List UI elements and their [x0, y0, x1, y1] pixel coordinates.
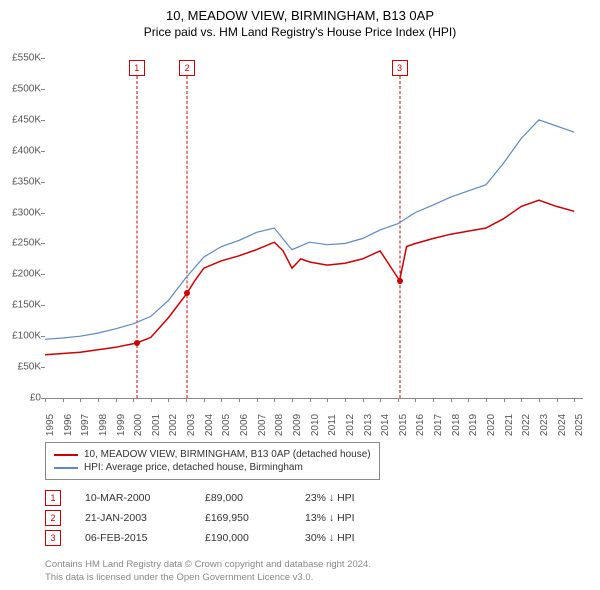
- transaction-price: £89,000: [205, 492, 305, 504]
- footer-line: This data is licensed under the Open Gov…: [45, 572, 371, 584]
- legend-item: HPI: Average price, detached house, Birm…: [54, 461, 371, 474]
- x-axis-label: 2001: [151, 414, 162, 436]
- transaction-hpi-delta: 13% ↓ HPI: [305, 512, 355, 524]
- x-axis-label: 2005: [221, 414, 232, 436]
- chart-lines-svg: [45, 58, 583, 398]
- x-axis-label: 2017: [433, 414, 444, 436]
- series-line-property: [45, 200, 574, 355]
- x-axis-label: 2003: [186, 414, 197, 436]
- marker-dot: [184, 290, 190, 296]
- x-axis-label: 2010: [310, 414, 321, 436]
- x-axis-label: 2014: [380, 414, 391, 436]
- y-axis-label: £300K: [1, 207, 41, 218]
- y-axis-label: £350K: [1, 176, 41, 187]
- transaction-date: 06-FEB-2015: [85, 532, 205, 544]
- legend-swatch: [54, 467, 78, 469]
- legend-swatch: [54, 454, 78, 456]
- x-axis-label: 1999: [116, 414, 127, 436]
- legend-label: HPI: Average price, detached house, Birm…: [84, 462, 303, 473]
- x-axis-label: 2019: [468, 414, 479, 436]
- x-axis-label: 1996: [63, 414, 74, 436]
- x-axis-label: 2018: [451, 414, 462, 436]
- series-line-hpi: [45, 120, 574, 339]
- y-axis-label: £400K: [1, 145, 41, 156]
- footer-attribution: Contains HM Land Registry data © Crown c…: [45, 559, 371, 584]
- transaction-date: 10-MAR-2000: [85, 492, 205, 504]
- transaction-date: 21-JAN-2003: [85, 512, 205, 524]
- y-axis-label: £550K: [1, 53, 41, 64]
- y-axis-label: £50K: [1, 362, 41, 373]
- x-axis-label: 2021: [504, 414, 515, 436]
- y-axis-label: £100K: [1, 331, 41, 342]
- chart-title: 10, MEADOW VIEW, BIRMINGHAM, B13 0AP: [0, 0, 600, 23]
- transaction-price: £190,000: [205, 532, 305, 544]
- x-axis-label: 2013: [363, 414, 374, 436]
- x-axis-label: 2023: [539, 414, 550, 436]
- x-axis-label: 2006: [239, 414, 250, 436]
- legend-label: 10, MEADOW VIEW, BIRMINGHAM, B13 0AP (de…: [84, 449, 371, 460]
- x-axis-label: 2008: [274, 414, 285, 436]
- marker-badge: 3: [392, 60, 408, 76]
- transaction-hpi-delta: 23% ↓ HPI: [305, 492, 355, 504]
- transaction-price: £169,950: [205, 512, 305, 524]
- y-axis-label: £500K: [1, 83, 41, 94]
- marker-badge: 3: [45, 530, 61, 546]
- x-axis-label: 2015: [398, 414, 409, 436]
- chart-container: 10, MEADOW VIEW, BIRMINGHAM, B13 0AP Pri…: [0, 0, 600, 590]
- y-axis-label: £150K: [1, 300, 41, 311]
- legend-item: 10, MEADOW VIEW, BIRMINGHAM, B13 0AP (de…: [54, 448, 371, 461]
- marker-badge: 1: [129, 60, 145, 76]
- x-axis-label: 2024: [557, 414, 568, 436]
- transaction-row: 3 06-FEB-2015 £190,000 30% ↓ HPI: [45, 528, 355, 548]
- legend: 10, MEADOW VIEW, BIRMINGHAM, B13 0AP (de…: [45, 442, 380, 480]
- x-axis-label: 2002: [168, 414, 179, 436]
- x-axis-label: 2011: [327, 414, 338, 436]
- transaction-row: 1 10-MAR-2000 £89,000 23% ↓ HPI: [45, 488, 355, 508]
- transaction-row: 2 21-JAN-2003 £169,950 13% ↓ HPI: [45, 508, 355, 528]
- marker-badge: 2: [179, 60, 195, 76]
- y-axis-label: £200K: [1, 269, 41, 280]
- x-axis-label: 1998: [98, 414, 109, 436]
- y-axis-label: £450K: [1, 114, 41, 125]
- marker-badge: 1: [45, 490, 61, 506]
- x-axis-label: 1997: [80, 414, 91, 436]
- x-axis-label: 2012: [345, 414, 356, 436]
- marker-dot: [134, 340, 140, 346]
- y-axis-label: £0: [1, 393, 41, 404]
- x-axis-label: 2016: [415, 414, 426, 436]
- x-axis-label: 2009: [292, 414, 303, 436]
- chart-plot-area: £0£50K£100K£150K£200K£250K£300K£350K£400…: [45, 58, 583, 399]
- marker-badge: 2: [45, 510, 61, 526]
- footer-line: Contains HM Land Registry data © Crown c…: [45, 559, 371, 571]
- x-axis-label: 2004: [204, 414, 215, 436]
- x-axis-label: 2007: [257, 414, 268, 436]
- x-axis-label: 2025: [574, 414, 585, 436]
- x-axis-label: 2020: [486, 414, 497, 436]
- y-axis-label: £250K: [1, 238, 41, 249]
- transaction-list: 1 10-MAR-2000 £89,000 23% ↓ HPI 2 21-JAN…: [45, 488, 355, 548]
- chart-subtitle: Price paid vs. HM Land Registry's House …: [0, 23, 600, 39]
- x-axis-label: 1995: [45, 414, 56, 436]
- marker-dot: [397, 278, 403, 284]
- x-axis-label: 2022: [521, 414, 532, 436]
- x-axis-label: 2000: [133, 414, 144, 436]
- transaction-hpi-delta: 30% ↓ HPI: [305, 532, 355, 544]
